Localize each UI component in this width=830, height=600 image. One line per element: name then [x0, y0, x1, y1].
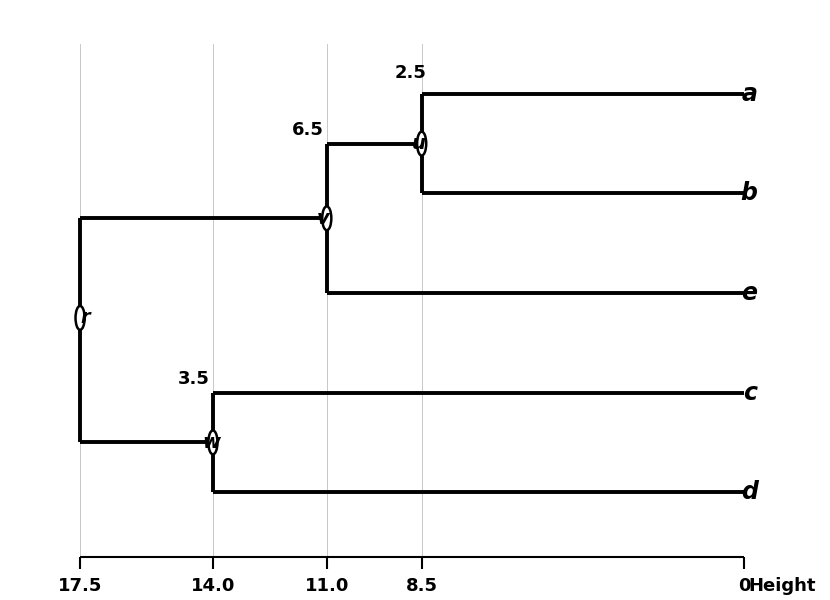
- Text: b: b: [740, 181, 758, 205]
- Circle shape: [322, 206, 331, 230]
- Text: 0: 0: [738, 577, 750, 595]
- Text: 8.5: 8.5: [406, 577, 437, 595]
- Text: 2.5: 2.5: [394, 64, 427, 82]
- Text: a: a: [741, 82, 758, 106]
- Text: d: d: [740, 480, 758, 504]
- Text: c: c: [744, 380, 758, 404]
- Text: w: w: [203, 433, 221, 452]
- Text: e: e: [741, 281, 758, 305]
- Text: 6.5: 6.5: [292, 121, 324, 139]
- Text: 17.5: 17.5: [58, 577, 102, 595]
- Text: r: r: [81, 308, 90, 328]
- Text: Height: Height: [748, 577, 816, 595]
- Text: v: v: [316, 209, 330, 228]
- Circle shape: [417, 131, 427, 155]
- Text: 3.5: 3.5: [178, 370, 210, 388]
- Circle shape: [76, 306, 85, 330]
- Circle shape: [208, 430, 217, 454]
- Text: u: u: [412, 134, 425, 153]
- Text: 14.0: 14.0: [191, 577, 235, 595]
- Text: 11.0: 11.0: [305, 577, 349, 595]
